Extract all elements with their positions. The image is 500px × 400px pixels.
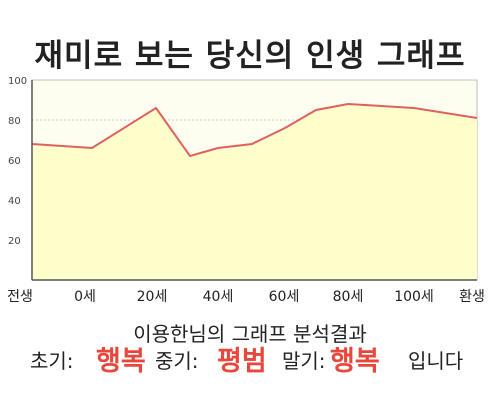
x-tick-label: 80세	[333, 289, 364, 305]
middle-value: 평범	[217, 346, 267, 377]
result-summary: 초기: 행복 중기: 평범 말기: 행복 입니다	[0, 346, 500, 380]
x-tick-label: 60세	[269, 289, 300, 305]
y-tick-label: 20	[8, 236, 21, 247]
y-tick-labels: 20 40 60 80 100	[8, 76, 27, 247]
life-area-fill	[32, 104, 477, 280]
ending-text: 입니다	[408, 349, 464, 373]
late-value: 행복	[330, 346, 380, 377]
x-tick-label: 전생	[7, 289, 33, 305]
y-tick-label: 40	[8, 196, 21, 207]
result-heading: 이용한님의 그래프 분석결과	[133, 322, 367, 346]
y-tick-label: 100	[8, 76, 27, 87]
middle-label: 중기:	[155, 349, 199, 373]
x-tick-label: 0세	[74, 289, 96, 305]
x-tick-label: 100세	[394, 289, 434, 305]
early-value: 행복	[96, 346, 146, 377]
x-tick-label: 20세	[137, 289, 168, 305]
x-tick-label: 40세	[203, 289, 234, 305]
x-tick-labels: 전생 0세 20세 40세 60세 80세 100세 환생	[7, 289, 485, 305]
early-label: 초기:	[30, 349, 74, 373]
y-tick-label: 80	[8, 116, 21, 127]
x-tick-label: 환생	[459, 289, 485, 305]
page-title: 재미로 보는 당신의 인생 그래프	[34, 38, 466, 74]
y-tick-label: 60	[8, 156, 21, 167]
life-line	[31, 102, 478, 158]
late-label: 말기:	[282, 349, 326, 373]
life-graph-chart: 20 40 60 80 100 전생 0세 20세 40세 60세 80세 100세 환생	[7, 76, 485, 305]
